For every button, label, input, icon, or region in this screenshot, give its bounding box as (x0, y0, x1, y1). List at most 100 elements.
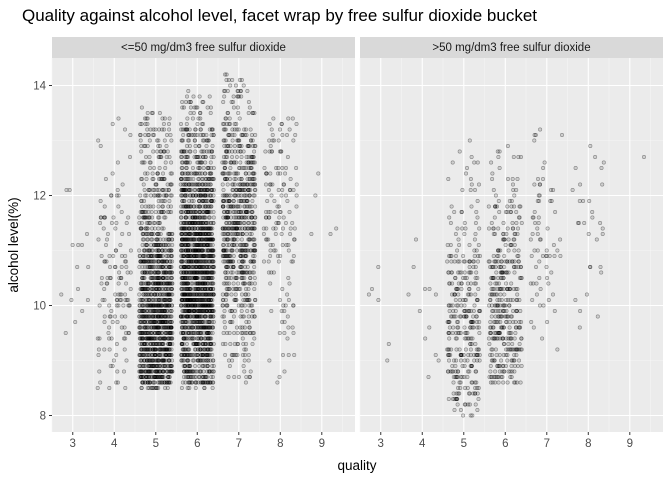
data-point (107, 347, 112, 352)
data-point (183, 188, 188, 193)
data-point (169, 347, 174, 352)
data-point (191, 215, 196, 220)
data-point (193, 193, 198, 198)
data-point (277, 127, 282, 132)
data-point (222, 94, 227, 99)
data-point (221, 122, 226, 127)
data-point (160, 275, 165, 280)
data-point (505, 177, 510, 182)
data-point (163, 358, 168, 363)
data-point (170, 270, 175, 275)
data-point (208, 308, 213, 313)
data-point (158, 369, 163, 374)
data-point (147, 369, 152, 374)
data-point (285, 199, 290, 204)
data-point (194, 248, 199, 253)
data-point (502, 292, 507, 297)
data-point (197, 319, 202, 324)
data-point (225, 303, 230, 308)
data-point (151, 319, 156, 324)
data-point (170, 369, 175, 374)
data-point (474, 319, 479, 324)
data-point (496, 380, 501, 385)
data-point (146, 319, 151, 324)
data-point (487, 303, 492, 308)
data-point (232, 122, 237, 127)
data-point (232, 160, 237, 165)
data-point (512, 237, 517, 242)
data-point (235, 237, 240, 242)
data-point (495, 286, 500, 291)
data-point (238, 314, 243, 319)
data-point (116, 281, 121, 286)
data-point (150, 111, 155, 116)
data-point (151, 319, 156, 324)
data-point (157, 221, 162, 226)
data-point (209, 292, 214, 297)
data-point (99, 215, 104, 220)
data-point (287, 210, 292, 215)
data-point (146, 374, 151, 379)
data-point (455, 226, 460, 231)
data-point (186, 237, 191, 242)
data-point (247, 144, 252, 149)
data-point (241, 314, 246, 319)
data-point (474, 380, 479, 385)
data-point (486, 204, 491, 209)
data-point (169, 314, 174, 319)
data-point (153, 369, 158, 374)
data-point (161, 286, 166, 291)
data-point (512, 193, 517, 198)
data-point (155, 325, 160, 330)
data-point (183, 319, 188, 324)
facet-panel-left (52, 58, 355, 432)
data-point (166, 374, 171, 379)
data-point (153, 270, 158, 275)
data-point (231, 281, 236, 286)
data-point (148, 314, 153, 319)
data-point (163, 325, 168, 330)
data-point (156, 352, 161, 357)
data-point (121, 303, 126, 308)
data-point (166, 204, 171, 209)
data-point (163, 166, 168, 171)
data-point (203, 160, 208, 165)
data-point (246, 352, 251, 357)
data-point (517, 204, 522, 209)
data-point (206, 138, 211, 143)
data-point (149, 374, 154, 379)
data-point (185, 347, 190, 352)
data-point (228, 122, 233, 127)
data-point (167, 352, 172, 357)
data-point (211, 281, 216, 286)
data-point (145, 237, 150, 242)
data-point (189, 133, 194, 138)
data-point (210, 177, 215, 182)
data-point (515, 363, 520, 368)
data-point (147, 232, 152, 237)
data-point (159, 210, 164, 215)
data-point (202, 385, 207, 390)
data-point (124, 297, 129, 302)
data-point (154, 243, 159, 248)
data-point (235, 341, 240, 346)
data-point (161, 358, 166, 363)
data-point (193, 149, 198, 154)
data-point (140, 243, 145, 248)
data-point (223, 352, 228, 357)
data-point (455, 402, 460, 407)
data-point (199, 380, 204, 385)
data-point (502, 254, 507, 259)
data-point (143, 171, 148, 176)
data-point (241, 363, 246, 368)
data-point (512, 243, 517, 248)
data-point (201, 221, 206, 226)
data-point (102, 215, 107, 220)
data-point (143, 133, 148, 138)
data-point (491, 292, 496, 297)
data-point (462, 402, 467, 407)
data-point (287, 281, 292, 286)
data-point (146, 248, 151, 253)
data-point (276, 138, 281, 143)
data-point (161, 226, 166, 231)
